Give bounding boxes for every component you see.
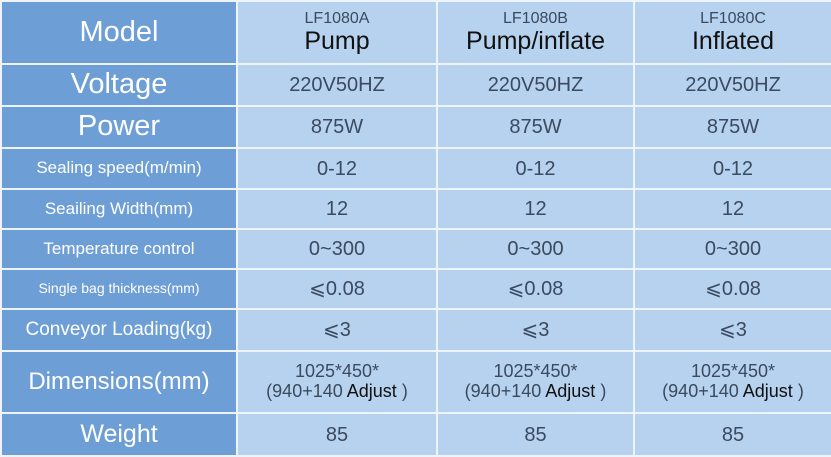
- cell: 875W: [436, 105, 635, 149]
- table-row: Conveyor Loading(kg) ⩽3 ⩽3 ⩽3: [0, 308, 831, 352]
- cell: 85: [236, 412, 438, 457]
- dimensions-prefix: (940+140: [662, 381, 739, 401]
- dimensions-suffix: ): [797, 381, 804, 401]
- cell: 85: [633, 412, 831, 457]
- cell: 0~300: [436, 228, 635, 270]
- cell: ⩽0.08: [633, 268, 831, 310]
- model-cell: LF1080C Inflated: [633, 0, 831, 65]
- cell: 220V50HZ: [236, 63, 438, 107]
- cell: 85: [436, 412, 635, 457]
- model-type: Inflated: [691, 26, 774, 55]
- model-cell: LF1080A Pump: [236, 0, 438, 65]
- cell: ⩽0.08: [436, 268, 635, 310]
- model-row: Model LF1080A Pump LF1080B Pump/inflate LF…: [0, 0, 831, 65]
- row-label: Single bag thickness(mm): [0, 268, 238, 310]
- cell: 875W: [633, 105, 831, 149]
- cell: 1025*450* (940+140 Adjust ): [436, 350, 635, 414]
- row-label: Voltage: [0, 63, 238, 107]
- cell: 12: [633, 188, 831, 230]
- model-code: LF1080A: [304, 9, 370, 27]
- cell: 0~300: [633, 228, 831, 270]
- cell: 0~300: [236, 228, 438, 270]
- table-row: Voltage 220V50HZ 220V50HZ 220V50HZ: [0, 63, 831, 107]
- dimensions-line1: 1025*450*: [493, 361, 578, 382]
- row-label: Weight: [0, 412, 238, 457]
- cell: 0-12: [236, 147, 438, 190]
- row-label: Seailing Width(mm): [0, 188, 238, 230]
- row-label: Dimensions(mm): [0, 350, 238, 414]
- dimensions-line1: 1025*450*: [690, 361, 776, 382]
- table-row: Power 875W 875W 875W: [0, 105, 831, 149]
- cell: 875W: [236, 105, 438, 149]
- cell: 12: [236, 188, 438, 230]
- cell: 220V50HZ: [633, 63, 831, 107]
- adjust-text: Adjust: [346, 381, 397, 401]
- row-label: Conveyor Loading(kg): [0, 308, 238, 352]
- model-type: Pump/inflate: [466, 26, 605, 55]
- cell: 1025*450* (940+140 Adjust ): [633, 350, 831, 414]
- adjust-text: Adjust: [545, 381, 596, 401]
- adjust-text: Adjust: [742, 381, 793, 401]
- cell: ⩽3: [236, 308, 438, 352]
- dimensions-line1: 1025*450*: [294, 361, 380, 382]
- cell: 220V50HZ: [436, 63, 635, 107]
- cell: ⩽3: [436, 308, 635, 352]
- weight-row: Weight 85 85 85: [0, 412, 831, 457]
- table-row: Single bag thickness(mm) ⩽0.08 ⩽0.08 ⩽0.…: [0, 268, 831, 310]
- dimensions-prefix: (940+140: [464, 381, 542, 401]
- cell: 0-12: [436, 147, 635, 190]
- model-code: LF1080B: [503, 9, 568, 27]
- dimensions-suffix: ): [401, 381, 408, 401]
- cell: 0-12: [633, 147, 831, 190]
- row-label: Temperature control: [0, 228, 238, 270]
- table-row: Sealing speed(m/min) 0-12 0-12 0-12: [0, 147, 831, 190]
- table-row: Seailing Width(mm) 12 12 12: [0, 188, 831, 230]
- cell: 12: [436, 188, 635, 230]
- model-code: LF1080C: [700, 9, 766, 27]
- dimensions-row: Dimensions(mm) 1025*450* (940+140 Adjust …: [0, 350, 831, 414]
- cell: ⩽0.08: [236, 268, 438, 310]
- row-label: Sealing speed(m/min): [0, 147, 238, 190]
- model-type: Pump: [304, 26, 370, 55]
- dimensions-prefix: (940+140: [266, 381, 343, 401]
- cell: ⩽3: [633, 308, 831, 352]
- cell: 1025*450* (940+140 Adjust ): [236, 350, 438, 414]
- model-cell: LF1080B Pump/inflate: [436, 0, 635, 65]
- table-row: Temperature control 0~300 0~300 0~300: [0, 228, 831, 270]
- dimensions-suffix: ): [600, 381, 607, 401]
- row-label: Power: [0, 105, 238, 149]
- row-label-model: Model: [0, 0, 238, 65]
